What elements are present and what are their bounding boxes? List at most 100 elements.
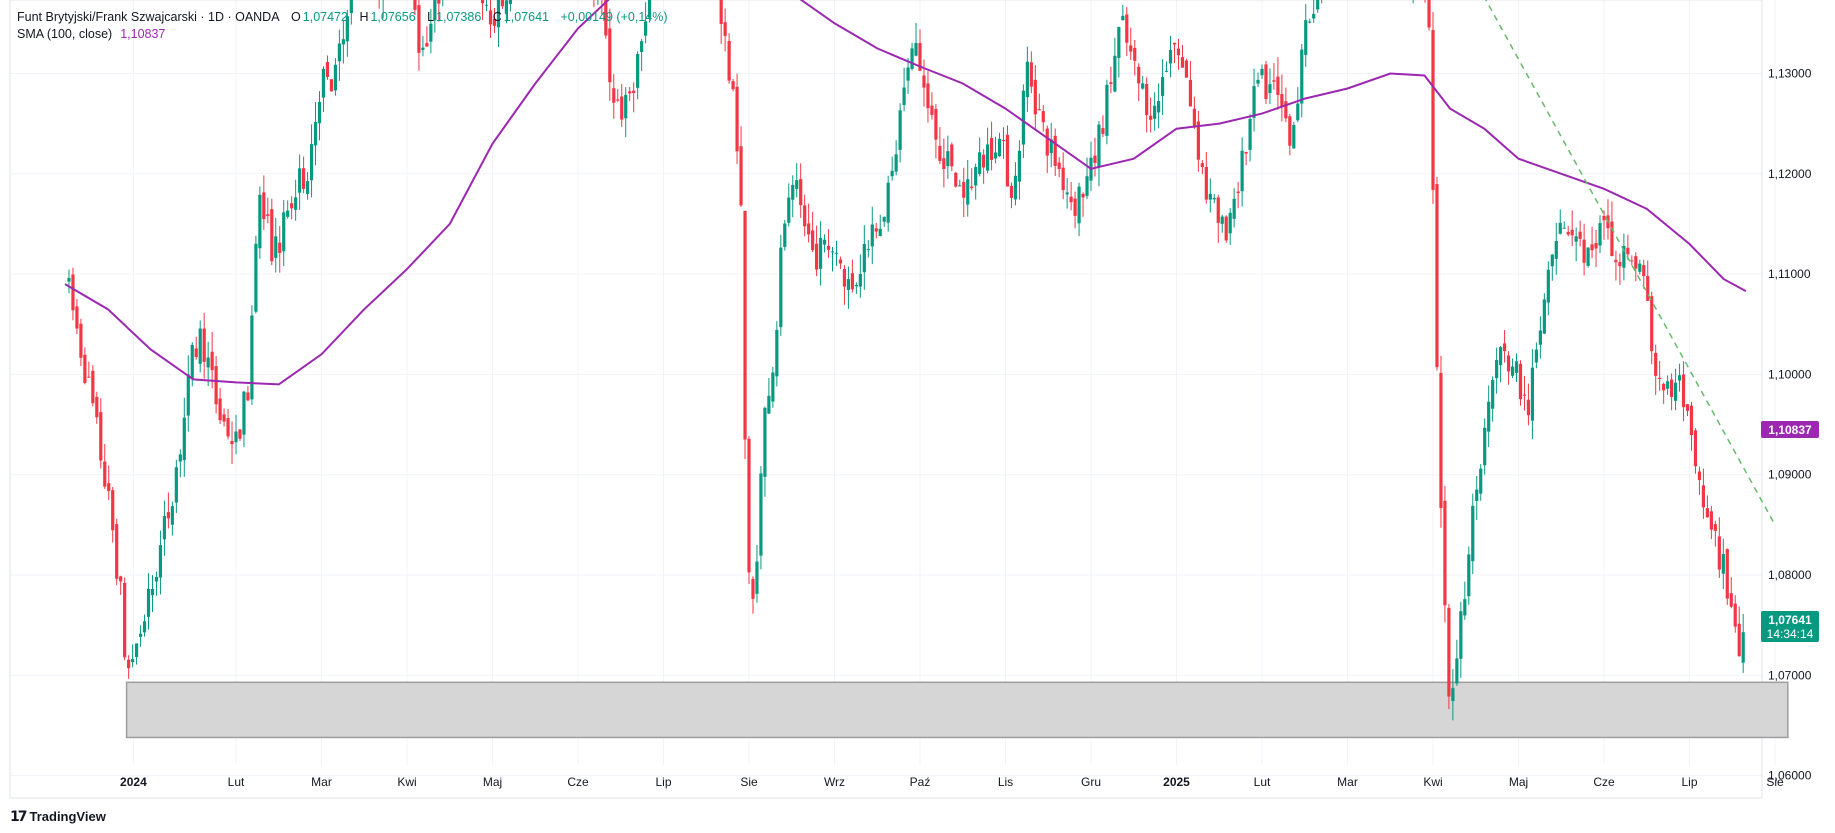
sma-badge (1761, 421, 1819, 438)
time-tick-label: Lut (228, 775, 245, 789)
candle-body (258, 194, 262, 249)
candle-body (83, 354, 87, 384)
tradingview-watermark[interactable]: 𝟭𝟳 TradingView (10, 808, 106, 825)
candle-body (1451, 688, 1455, 702)
candle-body (1697, 471, 1702, 481)
price-badge (1761, 611, 1819, 642)
candle-body (1009, 185, 1014, 198)
candle-body (1733, 603, 1737, 627)
candle-body (1491, 380, 1495, 409)
candle-body (1180, 57, 1185, 68)
candle-body (846, 279, 851, 290)
candle-body (302, 168, 306, 189)
candle-body (1542, 299, 1546, 334)
indicator-row[interactable]: SMA (100, close) 1,10837 (17, 26, 676, 43)
candle-body (1296, 103, 1300, 121)
candle-body (1101, 128, 1105, 134)
candle-body (1025, 61, 1029, 98)
candle-body (1244, 151, 1248, 154)
symbol-title[interactable]: Funt Brytyjski/Frank Szwajcarski · 1D · … (17, 10, 280, 24)
candle-body (433, 0, 437, 21)
candle-body (1518, 363, 1523, 400)
candle-body (743, 210, 747, 440)
candle-body (1069, 196, 1073, 203)
candle-body (902, 87, 906, 106)
candle-body (1499, 347, 1503, 366)
candle-body (1168, 50, 1173, 64)
candle-body (1216, 197, 1220, 223)
candle-body (1109, 82, 1113, 84)
candle-body (1642, 265, 1646, 277)
candle-body (341, 39, 345, 45)
candle-body (910, 48, 914, 69)
candle-body (1252, 86, 1256, 118)
candle-body (1670, 379, 1674, 398)
candle-body (190, 344, 194, 380)
candle-body (421, 47, 425, 50)
candle-body (791, 184, 795, 200)
price-axis[interactable]: 1,06000 1,07000 1,08000 1,09000 1,10000 1,110… (1768, 0, 1812, 783)
candle-body (131, 659, 135, 663)
candle-body (146, 588, 151, 617)
time-tick-label: Lip (1681, 775, 1697, 789)
time-tick-label: Cze (1593, 775, 1615, 789)
candle-body (1634, 256, 1638, 269)
candle-body (942, 158, 946, 170)
candle-body (67, 277, 71, 282)
candle-body (890, 170, 894, 177)
candle-body (270, 209, 274, 262)
time-axis[interactable]: 2024 Lut Mar Kwi Maj Cze Lip Sie Wrz Paź Lis Gru 202… (120, 775, 1784, 789)
chart-legend: Funt Brytyjski/Frank Szwajcarski · 1D · … (17, 9, 676, 43)
candle-body (1164, 70, 1169, 72)
sma-badge-label: 1,10837 (1768, 423, 1812, 437)
candle-body (1459, 611, 1463, 659)
candle-body (226, 418, 230, 437)
candle-body (242, 391, 246, 435)
sma-line (64, 0, 1747, 386)
candle-body (1578, 231, 1582, 239)
candle-body (647, 0, 652, 18)
candle-body (254, 243, 258, 312)
candle-body (723, 22, 727, 36)
candle-body (1260, 68, 1264, 76)
price-tick-label: 1,06000 (1768, 769, 1812, 783)
candle-body (1721, 553, 1725, 574)
candle-body (838, 259, 843, 264)
time-tick-label: Mar (311, 775, 332, 789)
candle-body (898, 110, 902, 150)
candle-body (210, 351, 214, 371)
candle-body (1224, 216, 1228, 241)
tradingview-logo-icon: 𝟭𝟳 (10, 808, 28, 824)
candle-body (958, 185, 962, 187)
candle-body (425, 43, 429, 47)
candle-body (1049, 139, 1053, 154)
candle-body (854, 284, 858, 287)
candle-body (604, 0, 608, 36)
candle-body (918, 43, 922, 71)
candle-body (779, 247, 783, 328)
candle-body (1256, 79, 1260, 84)
candle-body (966, 179, 970, 205)
candle-body (1550, 254, 1554, 267)
candle-body (974, 167, 978, 186)
candle-body (1594, 243, 1598, 249)
time-tick-label: Maj (1509, 775, 1528, 789)
candle-body (1013, 175, 1018, 200)
candle-body (1479, 468, 1483, 494)
candle-body (504, 0, 509, 14)
candle-body (1308, 21, 1312, 23)
candle-body (1662, 383, 1666, 391)
candle-body (1141, 83, 1145, 89)
candle-body (834, 252, 839, 254)
candle-body (1304, 20, 1308, 55)
candle-body (1602, 215, 1606, 221)
grid-lines (10, 0, 1776, 777)
candle-body (644, 21, 648, 36)
candle-body (286, 210, 290, 217)
candle-body (620, 96, 624, 120)
time-tick-label: Mar (1337, 775, 1358, 789)
candle-body (938, 145, 942, 161)
candle-body (298, 168, 302, 193)
candle-body (632, 90, 636, 94)
